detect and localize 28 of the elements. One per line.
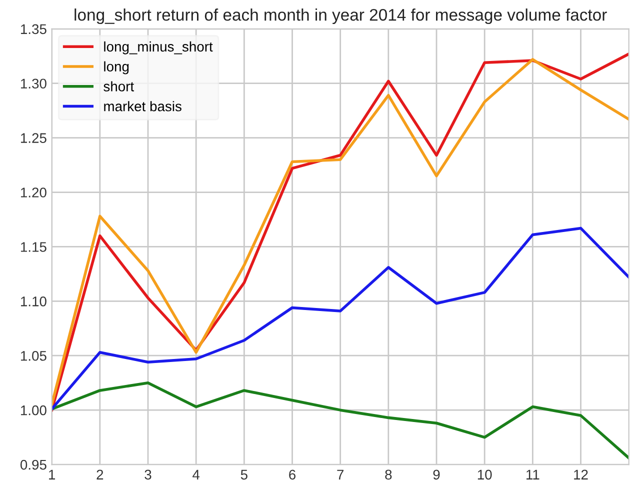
x-tick-label: 6 [289, 470, 296, 480]
x-tick-label: 11 [526, 470, 540, 480]
legend-label: market basis [104, 101, 182, 112]
x-tick-label: 1 [49, 470, 56, 480]
x-tick-label: 5 [240, 470, 248, 480]
x-tick-label: 9 [433, 470, 440, 480]
y-tick-label: 1.10 [20, 296, 46, 306]
x-tick-label: 8 [385, 470, 392, 480]
line-series [52, 381, 629, 460]
legend-label: long_minus_short [104, 41, 213, 54]
x-tick-label: 2 [96, 470, 104, 480]
y-tick-label: 1.25 [20, 133, 46, 143]
y-tick-label: 1.15 [20, 242, 46, 252]
legend-label: short [104, 81, 134, 92]
legend-label: long [104, 61, 129, 74]
x-tick-label: 4 [192, 470, 200, 480]
line-series [52, 226, 629, 410]
y-tick-label: 1.00 [20, 405, 46, 416]
chart-title: long_short return of each month in year 2014 for message volume factor [74, 8, 607, 24]
y-tick-label: 1.20 [20, 188, 46, 198]
x-tick-label: 10 [478, 470, 492, 480]
x-tick-label: 12 [574, 470, 588, 480]
x-tick-label: 7 [337, 470, 344, 480]
y-tick-label: 1.35 [20, 24, 46, 34]
y-tick-label: 1.30 [20, 78, 46, 89]
y-tick-label: 1.05 [20, 350, 46, 361]
y-tick-label: 0.95 [20, 460, 46, 470]
x-tick-label: 3 [144, 470, 152, 480]
